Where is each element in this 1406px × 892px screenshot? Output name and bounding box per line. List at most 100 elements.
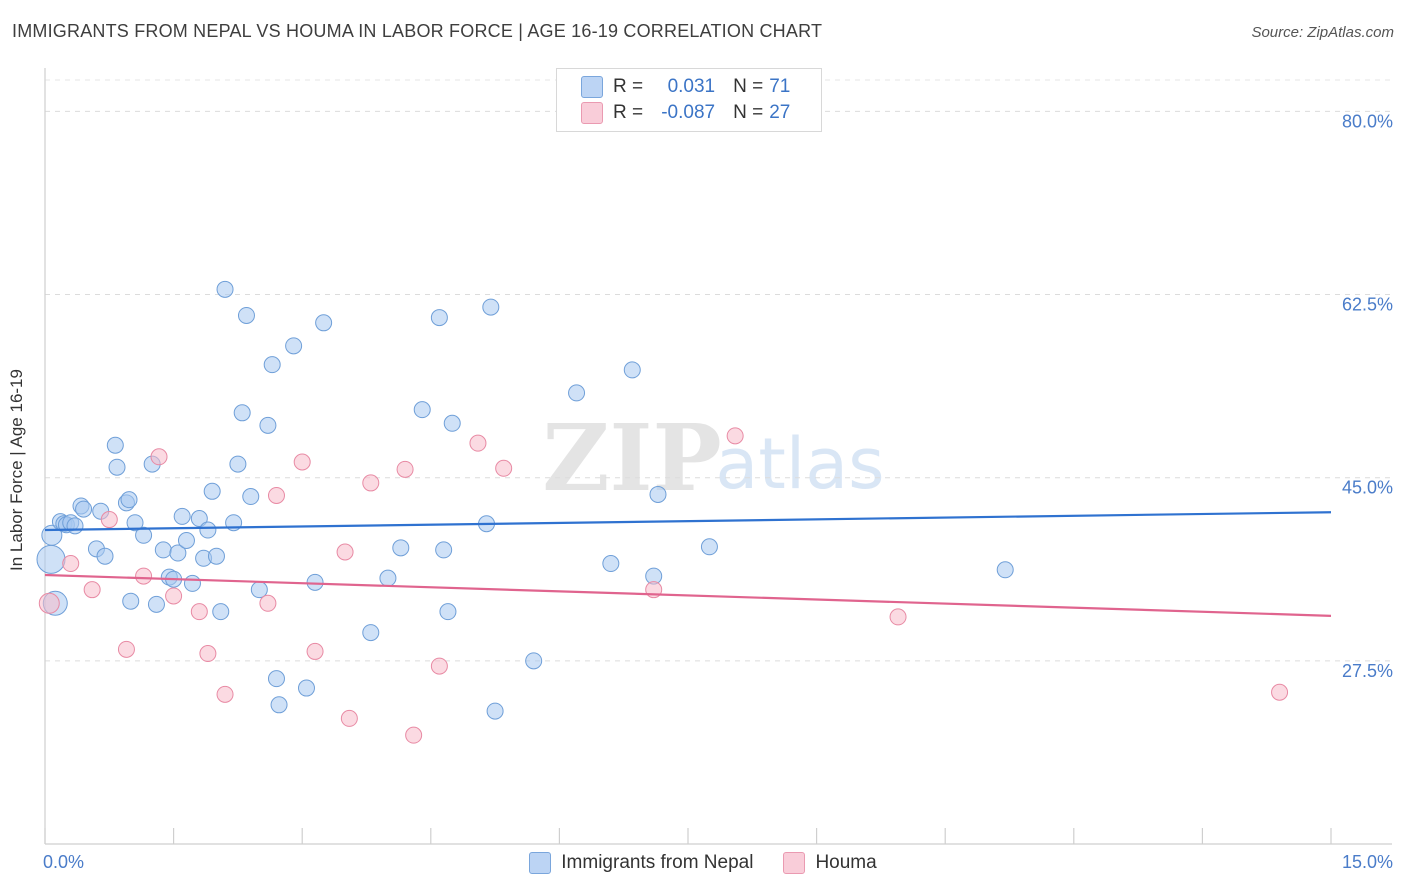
houma-legend-swatch — [783, 852, 806, 874]
houma-point — [889, 608, 907, 626]
nepal-point — [568, 384, 586, 402]
nepal-point — [602, 555, 620, 573]
y-tick-labels: 27.5% 45.0% 62.5% 80.0% — [1342, 111, 1393, 680]
houma-point — [495, 459, 513, 477]
nepal-point — [229, 455, 247, 473]
r-label: R = — [613, 102, 644, 123]
correlation-legend: R = 0.031 N = 71 R = -0.087 N = 27 — [556, 68, 822, 132]
nepal-point — [122, 592, 140, 610]
nepal-point — [36, 544, 66, 574]
legend-item-nepal: Immigrants from Nepal — [529, 852, 753, 874]
nepal-legend-swatch — [529, 852, 552, 874]
nepal-point — [147, 595, 165, 613]
nepal-point — [439, 603, 457, 621]
houma-point — [165, 587, 183, 605]
grid-lines — [45, 79, 1392, 662]
r-value: 0.031 — [667, 76, 716, 97]
nepal-point — [379, 569, 397, 587]
nepal-point — [126, 514, 144, 532]
legend-label-nepal: Immigrants from Nepal — [561, 852, 754, 873]
houma-point — [216, 685, 234, 703]
nepal-point — [270, 696, 288, 714]
nepal-point — [242, 488, 260, 506]
nepal-trend-line — [44, 511, 1332, 532]
nepal-point — [362, 624, 380, 642]
x-tick-label-max: 15.0% — [1341, 852, 1393, 872]
legend-row-houma: R = -0.087 N = 27 — [581, 101, 790, 125]
legend-label-houma: Houma — [815, 852, 877, 873]
nepal-point — [996, 561, 1014, 579]
y-tick-label: 62.5% — [1342, 295, 1393, 315]
nepal-point — [216, 280, 234, 298]
legend-row-nepal: R = 0.031 N = 71 — [581, 75, 790, 99]
nepal-point — [263, 356, 281, 374]
legend-item-houma: Houma — [783, 852, 877, 874]
nepal-point — [392, 539, 410, 557]
houma-point — [150, 448, 168, 466]
nepal-point — [135, 526, 153, 544]
nepal-point — [120, 491, 138, 509]
houma-point — [405, 726, 423, 744]
trend-lines — [44, 511, 1332, 617]
houma-point — [336, 543, 354, 561]
nepal-point — [259, 416, 277, 434]
houma-point — [38, 592, 60, 614]
houma-point — [340, 709, 358, 727]
n-label: N = — [733, 76, 764, 97]
houma-point — [430, 657, 448, 675]
nepal-point — [623, 361, 641, 379]
nepal-point — [203, 482, 221, 500]
nepal-point — [413, 401, 431, 419]
x-tick-label-min: 0.0% — [43, 852, 85, 872]
n-label: N = — [733, 102, 764, 123]
nepal-point — [482, 298, 500, 316]
nepal-point — [486, 702, 504, 720]
houma-point — [190, 603, 208, 621]
series-legend: Immigrants from Nepal Houma — [0, 852, 1406, 874]
watermark-atlas: atlas — [715, 423, 884, 505]
source-note: Source: ZipAtlas.com — [1251, 24, 1394, 41]
data-points — [36, 280, 1289, 744]
nepal-point — [443, 414, 461, 432]
houma-point — [117, 640, 135, 658]
houma-swatch — [581, 102, 603, 124]
nepal-point — [66, 517, 84, 535]
houma-trend-line — [44, 573, 1332, 617]
n-value: 27 — [769, 102, 791, 123]
nepal-point — [285, 337, 303, 355]
nepal-point — [75, 500, 93, 518]
houma-point — [469, 434, 487, 452]
nepal-point — [297, 679, 315, 697]
y-tick-label: 45.0% — [1342, 478, 1393, 498]
nepal-point — [173, 507, 191, 525]
houma-point — [259, 594, 277, 612]
r-value: -0.087 — [661, 102, 716, 123]
y-tick-label: 27.5% — [1342, 661, 1393, 681]
nepal-point — [199, 521, 217, 539]
nepal-point — [96, 547, 114, 565]
houma-point — [199, 645, 217, 663]
nepal-point — [250, 581, 268, 599]
nepal-point — [700, 538, 718, 556]
r-label: R = — [613, 76, 644, 97]
houma-point — [135, 567, 153, 585]
nepal-point — [183, 574, 201, 592]
houma-point — [293, 453, 311, 471]
nepal-point — [430, 309, 448, 327]
nepal-point — [177, 531, 195, 549]
houma-point — [100, 511, 118, 529]
nepal-point — [649, 485, 667, 503]
houma-point — [306, 642, 324, 660]
nepal-point — [154, 541, 172, 559]
n-value: 71 — [769, 76, 791, 97]
nepal-point — [106, 436, 124, 454]
nepal-point — [169, 544, 187, 562]
nepal-swatch — [581, 76, 603, 98]
nepal-point — [525, 652, 543, 670]
houma-point — [83, 581, 101, 599]
nepal-point — [237, 306, 255, 324]
houma-point — [1271, 683, 1289, 701]
nepal-point — [315, 314, 333, 332]
nepal-point — [212, 603, 230, 621]
